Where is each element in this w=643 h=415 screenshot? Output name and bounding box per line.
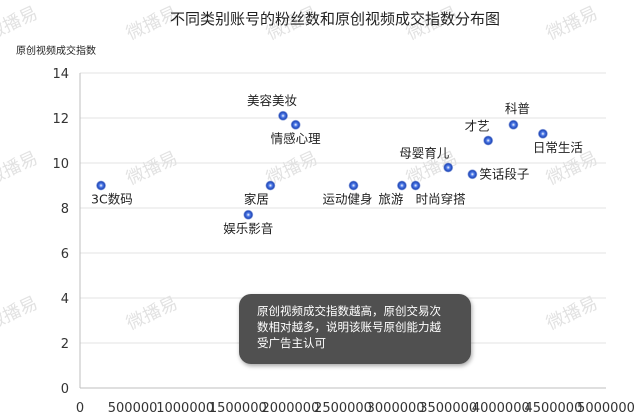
y-axis-label: 原创视频成交指数 [16, 44, 96, 57]
data-point [278, 110, 289, 121]
x-tick-label: 1000000 [156, 401, 214, 415]
data-label: 运动健身 [323, 192, 373, 207]
data-points [96, 110, 548, 220]
y-tick-label: 8 [61, 202, 69, 217]
data-label: 旅游 [378, 192, 404, 207]
data-point [483, 135, 494, 146]
watermark-text: 微播易 [543, 3, 601, 45]
axes [79, 73, 606, 389]
data-point [243, 209, 254, 220]
data-label: 科普 [505, 101, 530, 116]
x-tick-label: 0 [76, 401, 84, 415]
data-point [467, 169, 478, 180]
annotation-callout: 原创视频成交指数越高，原创交易次 数相对越多，说明该账号原创能力越 受广告主认可 [239, 294, 471, 364]
y-tick-label: 0 [61, 382, 69, 397]
watermark-text: 微播易 [0, 148, 41, 190]
y-tick-label: 6 [61, 247, 69, 262]
x-tick-label: 4000000 [472, 401, 530, 415]
data-label: 时尚穿搭 [416, 192, 467, 207]
data-label: 娱乐影音 [223, 221, 273, 236]
y-tick-labels: 0 2 4 6 8 10 12 14 [52, 67, 69, 397]
data-point [96, 180, 107, 191]
x-tick-label: 5000000 [577, 401, 635, 415]
x-tick-label: 3500000 [419, 401, 477, 415]
annotation-line-1: 原创视频成交指数越高，原创交易次 [257, 304, 441, 318]
data-label: 才艺 [465, 119, 490, 134]
chart-title: 不同类别账号的粉丝数和原创视频成交指数分布图 [170, 10, 500, 28]
y-tick-label: 2 [61, 337, 69, 352]
annotation-line-3: 受广告主认可 [257, 336, 326, 350]
data-point [265, 180, 276, 191]
watermark-text: 微播易 [123, 148, 181, 190]
x-tick-label: 2500000 [314, 401, 372, 415]
data-point [508, 119, 519, 130]
x-tick-label: 1500000 [209, 401, 267, 415]
data-label: 3C数码 [91, 192, 133, 207]
y-tick-label: 12 [52, 112, 69, 127]
data-label: 母婴育儿 [399, 146, 450, 161]
data-label: 情感心理 [271, 131, 322, 146]
data-label: 家居 [244, 192, 269, 207]
y-tick-label: 14 [52, 67, 69, 82]
x-tick-label: 2000000 [261, 401, 319, 415]
watermark-text: 微播易 [543, 293, 601, 335]
watermark-text: 微播易 [123, 293, 181, 335]
data-point [443, 162, 454, 173]
data-point [396, 180, 407, 191]
watermark-text: 微播易 [0, 3, 41, 45]
data-point [410, 180, 421, 191]
x-tick-label: 4500000 [524, 401, 582, 415]
x-tick-labels: 0 500000100000015000002000000250000030000… [76, 401, 635, 415]
y-tick-label: 10 [52, 157, 69, 172]
y-tick-label: 4 [61, 292, 69, 307]
data-label: 美容美妆 [247, 93, 297, 108]
grid-lines [80, 72, 606, 344]
data-point [537, 128, 548, 139]
data-point [348, 180, 359, 191]
x-tick-label: 3000000 [367, 401, 425, 415]
data-label: 日常生活 [533, 140, 583, 155]
watermark-text: 微播易 [0, 293, 41, 335]
annotation-line-2: 数相对越多，说明该账号原创能力越 [257, 320, 441, 334]
data-point [290, 119, 301, 130]
x-tick-label: 500000 [108, 401, 158, 415]
data-label: 笑话段子 [479, 166, 529, 181]
